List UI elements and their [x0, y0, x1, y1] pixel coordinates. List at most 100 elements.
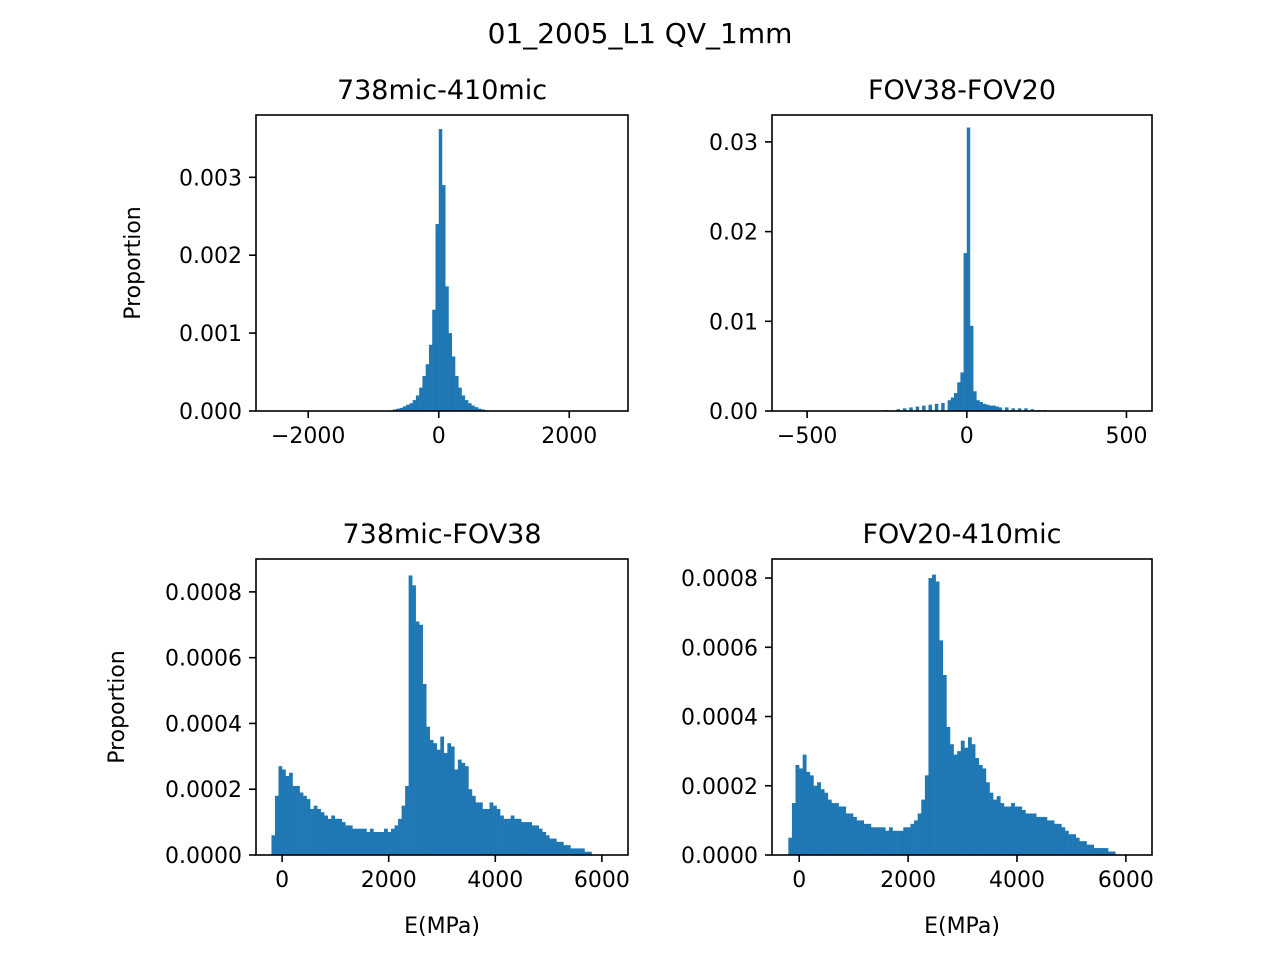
y-axis-label: Proportion — [105, 650, 130, 764]
histogram-bar — [831, 803, 836, 855]
histogram-bar — [570, 848, 575, 855]
histogram-bar — [1050, 820, 1055, 855]
histogram-bar — [415, 395, 420, 411]
histogram-bar — [849, 813, 854, 855]
histogram-bar — [310, 808, 314, 855]
histogram-bar — [440, 736, 445, 855]
histogram-bar — [1108, 851, 1112, 855]
histogram-bar — [369, 828, 374, 855]
histogram-bar — [580, 848, 585, 855]
histogram-bar — [824, 792, 829, 855]
histogram-bar — [464, 400, 469, 411]
histogram-bar — [1029, 813, 1033, 855]
histogram-bar — [928, 404, 932, 411]
axes-frame — [255, 114, 629, 412]
histogram-bar — [982, 768, 987, 855]
histogram-bar — [899, 830, 904, 855]
figure-suptitle: 01_2005_L1 QV_1mm — [488, 17, 793, 50]
histogram-bar — [1007, 806, 1012, 855]
histogram-bar — [428, 344, 433, 411]
histogram-bar — [412, 400, 417, 411]
histogram-bar — [474, 407, 479, 411]
histogram-bar — [892, 830, 897, 855]
histogram-bar — [278, 766, 283, 855]
histogram-bar — [960, 372, 964, 411]
histogram-bar — [827, 799, 832, 855]
histogram-bar — [313, 805, 318, 855]
histogram-bar — [989, 792, 994, 855]
histogram-bar — [982, 403, 987, 411]
histogram-bar — [1025, 813, 1030, 855]
histogram-bar — [1047, 820, 1051, 855]
histogram-bar — [924, 775, 929, 855]
histogram-bar — [1005, 407, 1009, 411]
histogram-bar — [957, 382, 961, 411]
histogram-bar — [468, 403, 472, 411]
histogram-bar — [464, 766, 469, 855]
histogram-bar — [399, 407, 404, 411]
histogram-bar — [799, 768, 803, 855]
histogram-bar — [538, 828, 543, 855]
histogram-bar — [964, 747, 969, 855]
histogram-bar — [1082, 841, 1087, 855]
histogram-bar — [910, 823, 915, 855]
histogram-bar — [953, 754, 958, 855]
histogram-bar — [856, 820, 861, 855]
subplot-title: FOV20-410mic — [862, 519, 1061, 550]
histogram-bar — [960, 740, 965, 855]
histogram-bar — [384, 828, 388, 855]
histogram-bar — [471, 405, 475, 411]
histogram-bar — [306, 799, 311, 855]
histogram-bar — [566, 845, 571, 855]
histogram-bar — [448, 333, 453, 411]
histogram-bar — [935, 581, 940, 855]
histogram-bar — [345, 825, 350, 855]
histogram-bar — [435, 224, 439, 411]
histogram-bar — [552, 838, 557, 855]
histogram-bar — [1000, 803, 1005, 855]
histogram-bar — [806, 771, 811, 855]
x-tick-label: 4000 — [989, 868, 1045, 893]
histogram-bar — [795, 764, 800, 855]
histogram-bar — [507, 818, 511, 855]
histogram-bar — [845, 813, 850, 855]
histogram-bar — [928, 578, 933, 855]
histogram-bar — [338, 818, 343, 855]
histogram-bar — [1065, 830, 1069, 855]
histogram-bar — [282, 769, 286, 855]
histogram-bar — [1017, 408, 1022, 411]
histogram-bar — [588, 851, 592, 855]
histogram-bar — [391, 828, 395, 855]
axes-frame — [771, 114, 1153, 412]
x-axis-label: E(MPa) — [404, 914, 480, 939]
histogram-bar — [425, 364, 430, 411]
y-tick-label: 0.00 — [709, 400, 758, 425]
x-tick-label: 6000 — [1098, 868, 1154, 893]
histogram-bar — [973, 391, 977, 411]
x-tick-label: 0 — [960, 424, 974, 449]
y-tick-label: 0.000 — [179, 400, 242, 425]
histogram-bar — [454, 769, 459, 855]
histogram-bar — [549, 838, 554, 855]
histogram-bar — [432, 309, 436, 411]
histogram-bar — [355, 828, 360, 855]
histogram-bar — [327, 818, 332, 855]
histogram-bar — [954, 393, 958, 411]
y-tick-label: 0.003 — [179, 166, 242, 191]
histogram-bar — [932, 574, 936, 855]
x-tick-label: −500 — [777, 424, 837, 449]
histogram-bar — [324, 815, 328, 855]
y-tick-label: 0.002 — [179, 244, 242, 269]
histogram-bar — [791, 803, 796, 855]
histogram-bar — [398, 818, 402, 855]
histogram-bar — [903, 827, 908, 855]
histogram-bar — [445, 286, 449, 411]
histogram-bar — [966, 127, 971, 411]
subplot-title: 738mic-410mic — [337, 75, 547, 106]
histogram-bar — [477, 408, 482, 411]
histogram-bar — [274, 795, 279, 855]
histogram-bar — [366, 831, 371, 855]
histogram-bar — [285, 776, 290, 855]
histogram-bar — [478, 802, 483, 855]
